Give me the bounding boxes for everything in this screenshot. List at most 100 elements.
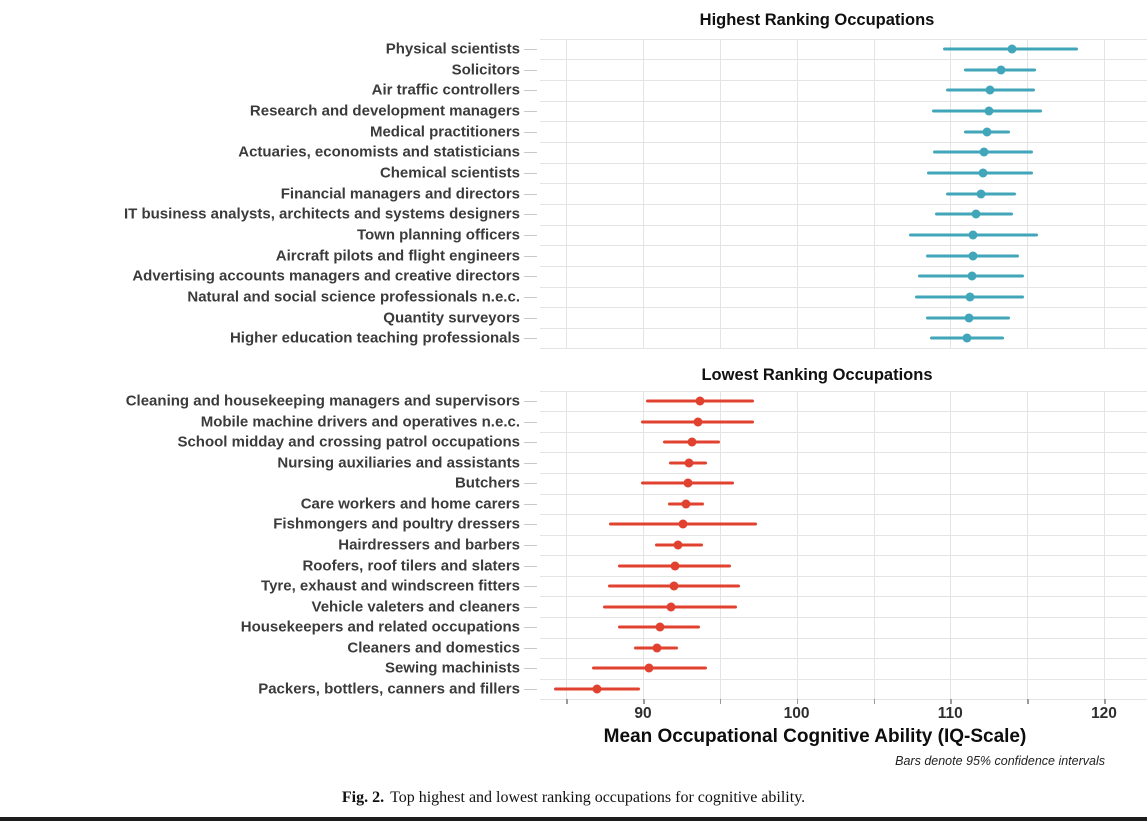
occupation-label: School midday and crossing patrol occupa…: [177, 433, 520, 451]
occupation-label: Higher education teaching professionals: [229, 329, 520, 347]
occupation-label: Sewing machinists: [384, 659, 520, 677]
y-axis-tick: [524, 462, 537, 464]
gridline-h: [540, 637, 1147, 639]
mean-dot: [1007, 44, 1017, 54]
y-axis-tick: [524, 90, 537, 92]
y-axis-tick: [524, 586, 537, 588]
x-axis-title: Mean Occupational Cognitive Ability (IQ-…: [603, 726, 1027, 747]
x-axis-tick: [1027, 699, 1029, 705]
y-axis-tick: [524, 338, 537, 340]
x-axis-tick: [566, 699, 568, 705]
gridline-h: [540, 183, 1147, 185]
y-axis-tick: [524, 49, 537, 50]
occupation-label: Aircraft pilots and flight engineers: [275, 247, 520, 264]
y-axis-tick: [524, 647, 537, 649]
mean-dot: [979, 147, 989, 157]
caption-label: Fig. 2.: [341, 789, 385, 806]
y-axis-tick: [524, 483, 537, 485]
gridline-v: [566, 390, 568, 700]
mean-dot: [644, 663, 654, 673]
caption-text: Top highest and lowest ranking occupatio…: [390, 789, 806, 806]
gridline-h: [540, 203, 1147, 205]
occupation-label: Nursing auxiliaries and assistants: [277, 454, 520, 472]
gridline-v: [873, 38, 875, 349]
facet-title-highest: Highest Ranking Occupations: [699, 11, 935, 29]
gridline-h: [540, 575, 1147, 577]
y-axis-tick: [524, 276, 537, 278]
gridline-h: [540, 411, 1147, 413]
y-axis-tick: [524, 152, 537, 154]
gridline-h: [540, 493, 1147, 495]
occupation-label: Fishmongers and poultry dressers: [273, 515, 520, 533]
x-axis-tick: [796, 699, 799, 705]
occupation-label: Mobile machine drivers and operatives n.…: [200, 413, 520, 431]
x-tick-label: 90: [634, 705, 652, 722]
occupation-label: Advertising accounts managers and creati…: [132, 267, 520, 285]
y-axis-tick: [524, 401, 537, 402]
gridline-h: [540, 678, 1147, 680]
mean-dot: [670, 561, 680, 570]
y-axis-tick: [524, 627, 537, 629]
gridline-v: [1027, 390, 1029, 700]
gridline-v: [796, 390, 798, 700]
gridline-h: [540, 431, 1147, 433]
y-axis-tick: [524, 193, 537, 195]
gridline-h: [540, 307, 1147, 309]
occupation-label: Tyre, exhaust and windscreen fitters: [261, 577, 520, 595]
gridline-h: [540, 224, 1147, 226]
figure-caption: Fig. 2. Top highest and lowest ranking oc…: [0, 789, 1147, 807]
occupation-label: Care workers and home carers: [300, 495, 520, 513]
gridline-v: [1104, 38, 1105, 349]
x-axis-tick: [719, 699, 722, 705]
gridline-h: [540, 473, 1147, 474]
gridline-h: [540, 80, 1147, 81]
y-axis-tick: [524, 296, 537, 298]
mean-dot: [687, 437, 697, 447]
gridline-h: [540, 555, 1147, 557]
mean-dot: [962, 333, 972, 343]
occupation-label: Vehicle valeters and cleaners: [311, 598, 520, 616]
gridline-h: [540, 327, 1147, 329]
mean-dot: [976, 189, 986, 199]
y-axis-tick: [524, 317, 537, 319]
occupation-label: Medical practitioners: [369, 123, 520, 141]
mean-dot: [592, 684, 602, 694]
y-axis-tick: [524, 503, 537, 505]
occupation-label: Hairdressers and barbers: [338, 536, 520, 554]
y-axis-tick: [524, 255, 537, 257]
x-tick-label: 100: [783, 705, 810, 722]
mean-dot: [968, 251, 978, 260]
gridline-h: [540, 59, 1147, 61]
gridline-v: [873, 390, 875, 700]
mean-dot: [985, 85, 995, 95]
gridline-h: [540, 617, 1147, 618]
occupation-label: Physical scientists: [385, 40, 520, 58]
occupation-label: Housekeepers and related occupations: [240, 618, 520, 636]
gridline-h: [540, 699, 1147, 701]
occupation-label: IT business analysts, architects and sys…: [123, 205, 520, 223]
occupation-label: Roofers, roof tilers and slaters: [302, 557, 520, 574]
occupation-label: Cleaners and domestics: [347, 639, 520, 657]
gridline-v: [719, 38, 721, 349]
mean-dot: [666, 602, 676, 612]
y-axis-tick: [524, 606, 537, 608]
mean-dot: [968, 230, 978, 240]
mean-dot: [678, 519, 688, 529]
x-axis-tick: [950, 699, 952, 705]
x-axis-tick: [1104, 699, 1106, 705]
mean-dot: [967, 271, 977, 281]
gridline-h: [540, 245, 1147, 247]
occupation-label: Quantity surveyors: [383, 309, 520, 326]
gridline-h: [540, 596, 1147, 598]
gridline-v: [566, 38, 568, 349]
gridline-v: [719, 390, 721, 700]
x-tick-label: 110: [937, 705, 963, 722]
gridline-h: [540, 534, 1147, 536]
occupation-label: Solicitors: [451, 61, 520, 79]
y-axis-tick: [524, 524, 537, 526]
gridline-v: [1104, 390, 1105, 700]
gridline-v: [1027, 38, 1029, 349]
gridline-h: [540, 286, 1147, 288]
y-axis-tick: [524, 421, 537, 423]
